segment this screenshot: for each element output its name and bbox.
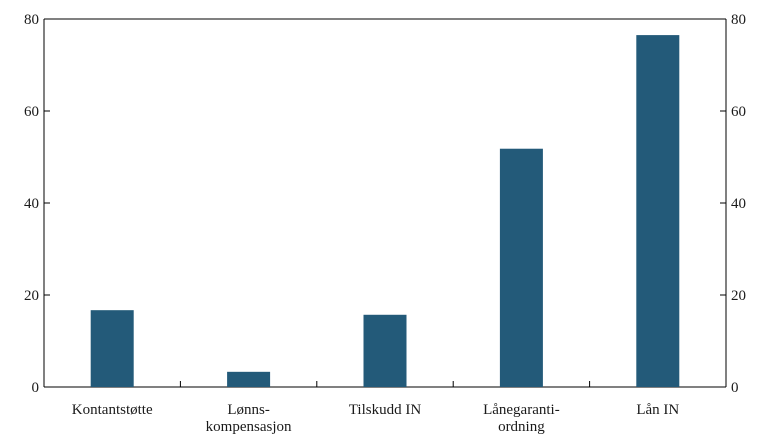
- x-tick-label-line: Kontantstøtte: [72, 402, 153, 418]
- x-tick-label-line: kompensasjon: [206, 419, 292, 435]
- y-tick-label-right: 60: [731, 104, 746, 120]
- bars: [91, 35, 680, 387]
- y-tick-label-left: 40: [24, 196, 39, 212]
- y-tick-label-left: 20: [24, 288, 39, 304]
- y-tick-label-left: 60: [24, 104, 39, 120]
- x-tick-label: Lånegaranti-ordning: [483, 402, 560, 435]
- y-tick-label-right: 20: [731, 288, 746, 304]
- x-tick-label: Lønns-kompensasjon: [206, 402, 292, 435]
- bar: [91, 310, 134, 387]
- x-tick-label-line: Lønns-: [227, 402, 270, 418]
- bar: [227, 372, 270, 387]
- bar: [364, 315, 407, 387]
- y-tick-label-left: 80: [24, 12, 39, 28]
- bar: [636, 35, 679, 387]
- x-tick-label-line: ordning: [498, 419, 545, 435]
- y-tick-label-right: 80: [731, 12, 746, 28]
- y-tick-label-right: 40: [731, 196, 746, 212]
- x-tick-label: Kontantstøtte: [72, 402, 153, 418]
- y-tick-label-left: 0: [32, 380, 40, 396]
- x-tick-label-line: Lån IN: [636, 402, 679, 418]
- x-tick-label: Tilskudd IN: [349, 402, 422, 418]
- x-tick-label-line: Tilskudd IN: [349, 402, 422, 418]
- x-tick-label-line: Lånegaranti-: [483, 402, 560, 418]
- y-tick-label-right: 0: [731, 380, 739, 396]
- x-tick-label: Lån IN: [636, 402, 679, 418]
- bar: [500, 149, 543, 387]
